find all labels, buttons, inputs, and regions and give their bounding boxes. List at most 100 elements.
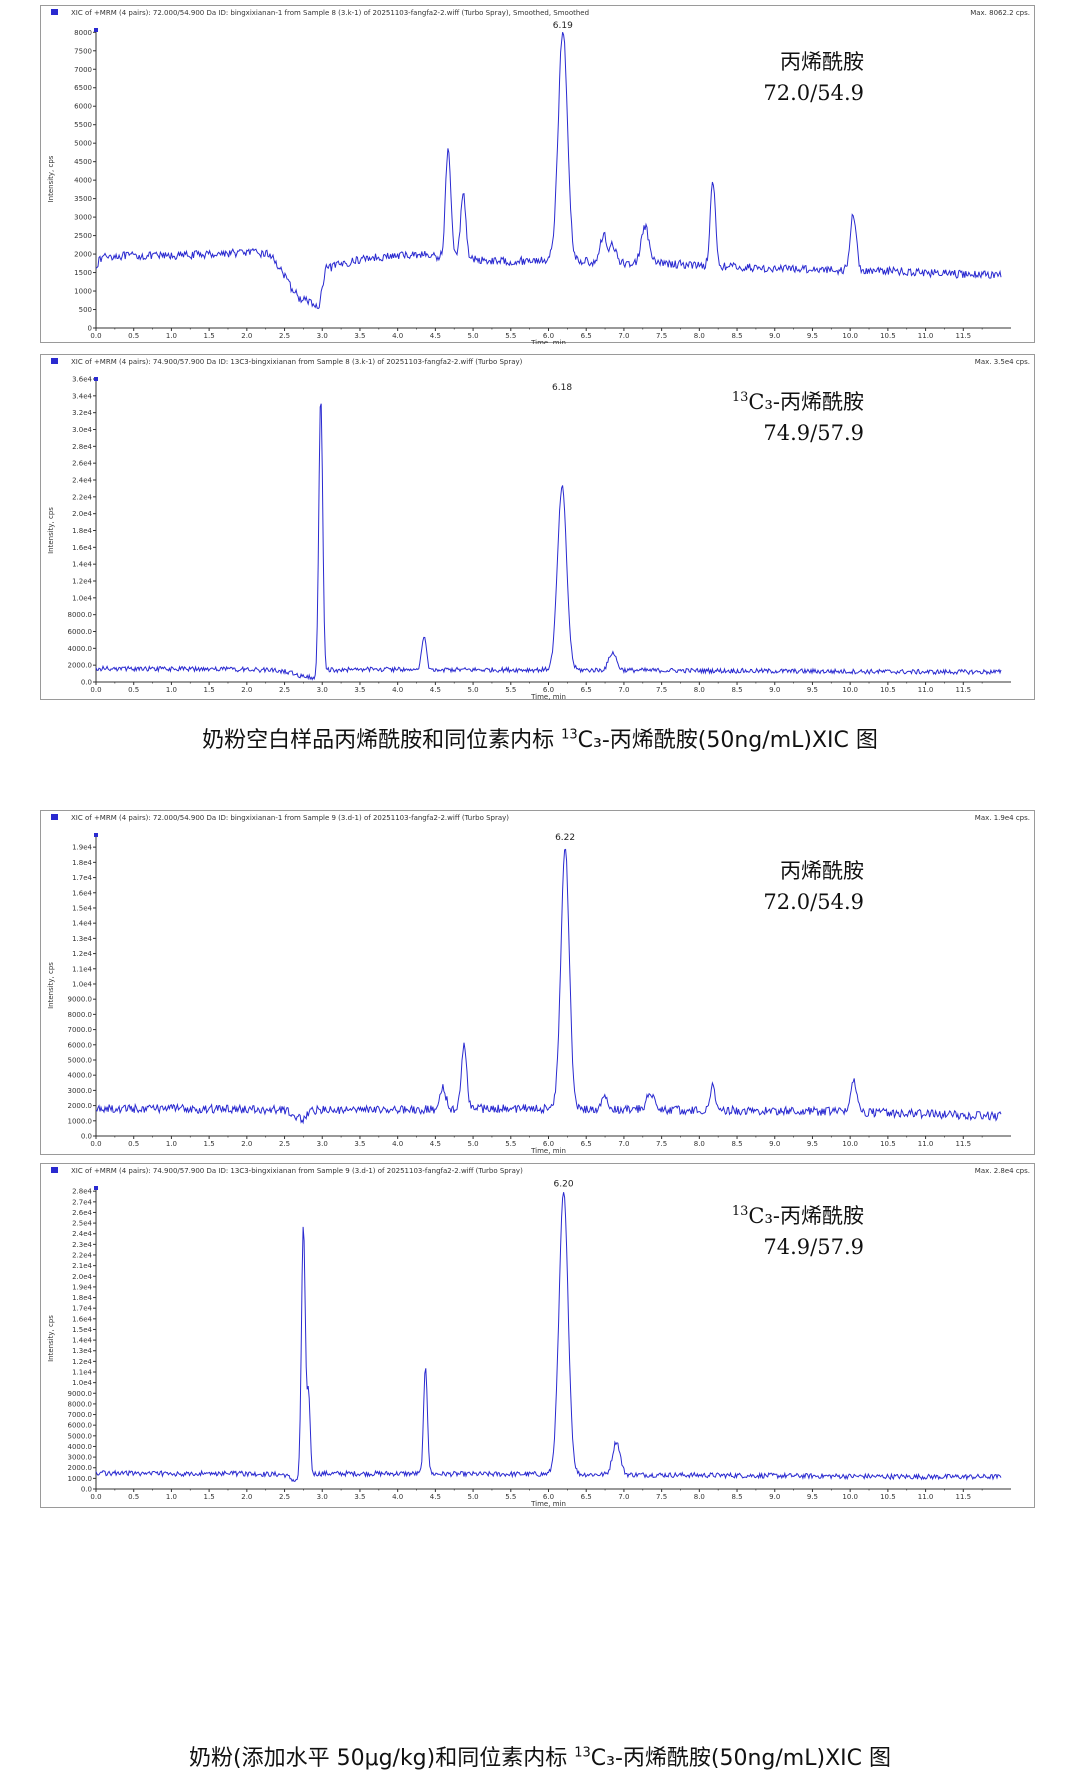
chart-header: XIC of +MRM (4 pairs): 72.000/54.900 Da …	[71, 9, 590, 17]
x-tick-label: 3.5	[354, 332, 365, 340]
x-tick-label: 11.5	[955, 332, 971, 340]
x-tick-label: 10.5	[880, 332, 896, 340]
x-tick-label: 1.0	[166, 686, 177, 694]
x-tick-label: 0.0	[90, 332, 101, 340]
y-tick-label: 500	[79, 306, 92, 314]
y-tick-label: 3000.0	[68, 1087, 93, 1095]
trace-color-marker	[51, 814, 58, 820]
annotation-compound: C₃-丙烯酰胺	[748, 390, 864, 414]
x-tick-label: 7.0	[618, 1140, 629, 1148]
compound-annotation: 丙烯酰胺 72.0/54.9	[763, 42, 864, 109]
compound-annotation: 13C₃-丙烯酰胺 74.9/57.9	[732, 1196, 864, 1263]
x-tick-label: 3.0	[317, 1493, 328, 1501]
x-tick-label: 6.5	[581, 1140, 592, 1148]
y-tick-label: 2000.0	[68, 1102, 93, 1110]
y-tick-label: 1.8e4	[72, 859, 92, 867]
y-tick-label: 0.0	[81, 1486, 92, 1494]
x-tick-label: 5.0	[468, 686, 479, 694]
axis-lines	[95, 30, 1011, 329]
y-tick-label: 1.8e4	[72, 527, 92, 535]
x-tick-label: 9.0	[769, 686, 780, 694]
axis-marker	[94, 377, 98, 381]
x-tick-label: 5.0	[468, 1493, 479, 1501]
y-tick-label: 1.5e4	[72, 904, 92, 912]
annotation-compound: 丙烯酰胺	[780, 859, 864, 883]
y-tick-label: 8000	[74, 29, 92, 37]
chart-max-label: Max. 3.5e4 cps.	[974, 358, 1030, 366]
caption-text: 奶粉(添加水平 50μg/kg)和同位素内标	[189, 1746, 575, 1771]
x-tick-label: 9.5	[807, 686, 818, 694]
y-tick-label: 1.7e4	[72, 1305, 92, 1313]
x-tick-label: 3.0	[317, 686, 328, 694]
y-tick-label: 2.8e4	[72, 443, 92, 451]
y-tick-label: 2.2e4	[72, 493, 92, 501]
x-tick-label: 3.5	[354, 1493, 365, 1501]
xic-trace	[95, 403, 1002, 681]
y-tick-label: 4000.0	[68, 1443, 93, 1451]
x-tick-label: 4.5	[430, 1140, 441, 1148]
figure-caption-1: 奶粉空白样品丙烯酰胺和同位素内标 13C₃-丙烯酰胺(50ng/mL)XIC 图	[0, 722, 1080, 754]
y-tick-label: 5000.0	[68, 1432, 93, 1440]
x-tick-label: 0.5	[128, 1493, 139, 1501]
x-tick-label: 10.5	[880, 1140, 896, 1148]
y-tick-label: 1.1e4	[72, 1369, 92, 1377]
peak-rt-label: 6.22	[555, 833, 575, 843]
y-tick-label: 1000	[74, 288, 92, 296]
xic-chart-svg: 8000750070006500600055005000450040003500…	[47, 21, 1011, 344]
caption-text-end: C₃-丙烯酰胺(50ng/mL)XIC 图	[577, 728, 878, 753]
y-tick-label: 1.4e4	[72, 1337, 92, 1345]
y-tick-label: 1.9e4	[72, 844, 92, 852]
x-tick-label: 2.5	[279, 686, 290, 694]
x-tick-label: 9.0	[769, 1140, 780, 1148]
caption-superscript: 13	[574, 1745, 591, 1761]
compound-annotation: 丙烯酰胺 72.0/54.9	[763, 851, 864, 918]
y-tick-label: 3.2e4	[72, 409, 92, 417]
y-tick-label: 2.0e4	[72, 510, 92, 518]
y-tick-label: 1.6e4	[72, 889, 92, 897]
axis-marker	[94, 833, 98, 837]
x-tick-label: 2.0	[241, 1493, 252, 1501]
y-tick-label: 2.5e4	[72, 1220, 92, 1228]
x-tick-label: 8.5	[731, 1140, 742, 1148]
x-tick-label: 10.0	[842, 1140, 858, 1148]
x-tick-label: 9.5	[807, 1493, 818, 1501]
x-tick-label: 0.5	[128, 332, 139, 340]
x-tick-label: 1.0	[166, 1493, 177, 1501]
y-tick-label: 7000.0	[68, 1411, 93, 1419]
x-tick-label: 0.5	[128, 686, 139, 694]
x-tick-label: 4.5	[430, 1493, 441, 1501]
axis-lines	[95, 835, 1011, 1137]
y-tick-label: 2.6e4	[72, 1209, 92, 1217]
y-tick-label: 6000.0	[68, 1422, 93, 1430]
x-tick-label: 0.5	[128, 1140, 139, 1148]
y-tick-label: 2500	[74, 232, 92, 240]
x-tick-label: 11.5	[955, 1493, 971, 1501]
annotation-transition: 72.0/54.9	[763, 890, 864, 914]
x-axis-label: Time, min	[530, 1147, 566, 1155]
y-tick-label: 2000.0	[68, 1464, 93, 1472]
y-tick-label: 1.0e4	[72, 594, 92, 602]
xic-chart-svg: 3.6e4 3.4e4 3.2e4 3.0e4 2.8e4 2.6e4 2.4e4 2.2e4…	[47, 376, 1011, 701]
x-axis-label: Time, min	[530, 339, 566, 344]
x-tick-label: 9.0	[769, 332, 780, 340]
y-tick-label: 1.8e4	[72, 1294, 92, 1302]
y-tick-label: 2000.0	[68, 662, 93, 670]
x-tick-label: 1.5	[204, 332, 215, 340]
x-tick-label: 8.5	[731, 1493, 742, 1501]
x-tick-label: 5.5	[505, 1493, 516, 1501]
x-tick-label: 11.0	[918, 686, 934, 694]
y-tick-label: 1000.0	[68, 1117, 93, 1125]
y-tick-label: 1.4e4	[72, 920, 92, 928]
annotation-superscript: 13	[731, 1204, 749, 1219]
x-tick-label: 2.5	[279, 1493, 290, 1501]
x-tick-label: 0.0	[90, 686, 101, 694]
y-axis-label: Intensity, cps	[47, 1315, 55, 1362]
xic-trace	[95, 1192, 1002, 1483]
x-tick-label: 4.0	[392, 1140, 403, 1148]
y-tick-label: 3500	[74, 195, 92, 203]
y-tick-label: 1000.0	[68, 1475, 93, 1483]
x-tick-label: 3.5	[354, 686, 365, 694]
y-tick-label: 8000.0	[68, 611, 93, 619]
x-tick-label: 10.0	[842, 1493, 858, 1501]
y-tick-label: 2.6e4	[72, 460, 92, 468]
